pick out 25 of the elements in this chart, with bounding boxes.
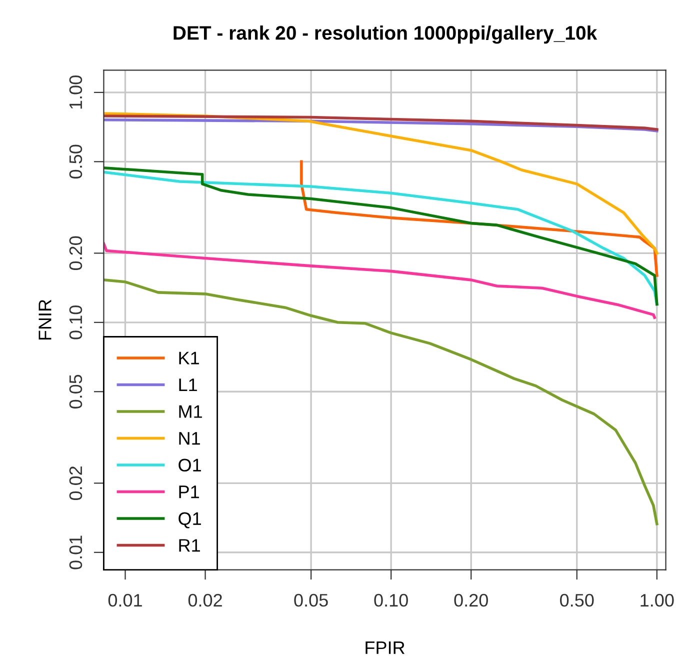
- legend-label: R1: [179, 539, 200, 552]
- legend-label: N1: [179, 432, 200, 445]
- legend-label: O1: [178, 458, 201, 472]
- y-tick-label: 0.50: [69, 144, 82, 179]
- y-tick-label: 0.10: [69, 306, 82, 340]
- y-tick-label: 0.01: [69, 536, 82, 570]
- x-tick-label: 0.01: [108, 594, 142, 607]
- x-axis-title: FPIR: [366, 641, 404, 654]
- legend-label: K1: [179, 352, 199, 364]
- y-tick-label: 0.20: [69, 236, 82, 270]
- legend-label: L1: [179, 378, 197, 392]
- x-tick-label: 0.10: [374, 594, 408, 607]
- y-tick-label: 1.00: [69, 76, 82, 109]
- x-tick-label: 1.00: [640, 594, 674, 607]
- y-axis-title: FNIR: [38, 300, 52, 340]
- legend-label: Q1: [178, 512, 201, 528]
- x-tick-label: 0.50: [560, 594, 594, 607]
- y-tick-label: 0.02: [69, 466, 82, 500]
- legend-label: P1: [179, 486, 199, 498]
- legend-label: M1: [179, 405, 202, 418]
- y-tick-label: 0.05: [69, 374, 82, 409]
- chart-title: DET - rank 20 - resolution 1000ppi/gallery_10k: [174, 25, 598, 44]
- x-tick-label: 0.20: [454, 594, 488, 607]
- x-tick-label: 0.05: [294, 594, 328, 607]
- x-tick-label: 0.02: [188, 594, 222, 607]
